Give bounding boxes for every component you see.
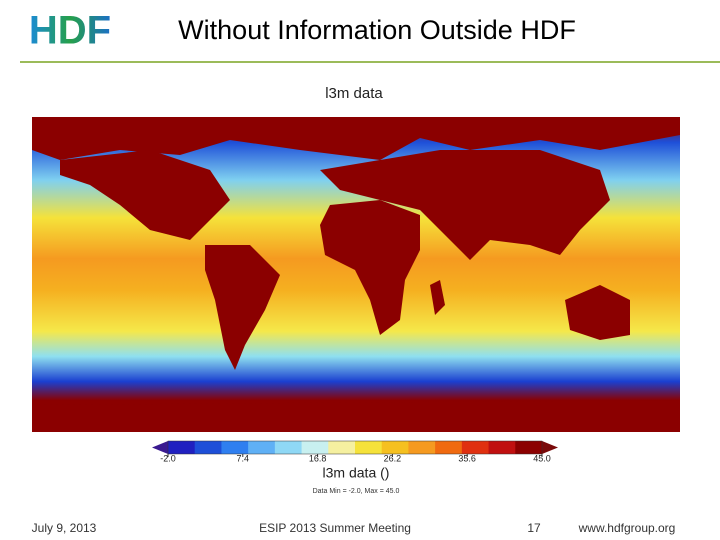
colorbar-segment — [168, 441, 196, 454]
colorbar-segment — [381, 441, 409, 454]
colorbar-segment — [194, 441, 222, 454]
colorbar: -2.0 7.4 16.8 26.2 35.6 45.0 — [152, 440, 558, 463]
colorbar-segment — [515, 441, 543, 454]
colorbar-segment — [488, 441, 516, 454]
footer-url: www.hdfgroup.org — [578, 521, 676, 535]
figure-title: l3m data — [325, 85, 383, 102]
data-range-note: Data Min = -2.0, Max = 45.0 — [313, 488, 400, 495]
footer-date: July 9, 2013 — [32, 521, 97, 535]
colorbar-tick-label: 16.8 — [309, 453, 327, 463]
continents — [32, 117, 680, 432]
colorbar-segment — [435, 441, 463, 454]
colorbar-segment — [355, 441, 383, 454]
colorbar-segment — [221, 441, 249, 454]
colorbar-segment — [301, 441, 329, 454]
colorbar-tick-label: 7.4 — [237, 453, 250, 463]
colorbar-tick-label: 35.6 — [458, 453, 476, 463]
colorbar-under — [152, 441, 168, 454]
colorbar-frame — [167, 440, 543, 455]
map — [32, 117, 680, 432]
colorbar-over — [542, 441, 558, 454]
colorbar-tick-label: -2.0 — [160, 453, 176, 463]
colorbar-tick-label: 26.2 — [384, 453, 402, 463]
colorbar-segment — [461, 441, 490, 454]
colorbar-label: l3m data () — [323, 465, 390, 481]
colorbar-segment — [408, 441, 436, 454]
colorbar-segment — [248, 441, 276, 454]
slide-title: Without Information Outside HDF — [178, 15, 576, 45]
footer-event: ESIP 2013 Summer Meeting — [259, 521, 411, 535]
colorbar-segment — [274, 441, 303, 454]
logo: HDF — [29, 9, 111, 53]
colorbar-tick-label: 45.0 — [533, 453, 551, 463]
page-number: 17 — [527, 521, 541, 535]
colorbar-segment — [328, 441, 356, 454]
